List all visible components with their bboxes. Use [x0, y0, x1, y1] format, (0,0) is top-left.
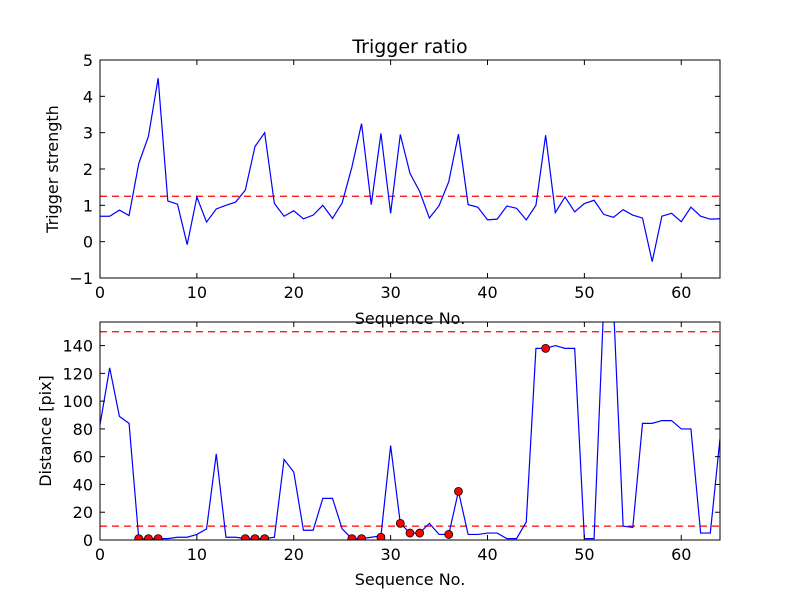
- bottom-data-marker: [376, 532, 386, 540]
- bottom-series-line: [100, 322, 720, 540]
- bottom-y-tick-label: 100: [62, 392, 93, 411]
- top-y-tick-label: 4: [83, 87, 93, 106]
- bottom-plot: 0 10 20 30 40 50 60 0 20 40 60 80 100 120 140 Sequence…: [36, 321, 721, 589]
- bottom-x-tick-label: 60: [671, 545, 691, 564]
- bottom-data-marker: [260, 534, 270, 540]
- top-x-tick-label: 10: [187, 283, 207, 302]
- top-y-tick-label: 1: [83, 196, 93, 215]
- top-x-tick-label: 20: [284, 283, 304, 302]
- bottom-x-axis-label: Sequence No.: [355, 570, 466, 589]
- bottom-data-marker: [454, 487, 463, 496]
- bottom-data-marker: [240, 534, 250, 540]
- bottom-x-tick-label: 40: [477, 545, 497, 564]
- top-y-tick-label: 0: [83, 233, 93, 252]
- bottom-x-tick-label: 50: [574, 545, 594, 564]
- top-x-tick-label: 50: [574, 283, 594, 302]
- bottom-y-axis-label: Distance [pix]: [36, 375, 55, 487]
- bottom-axes-frame: [99, 321, 721, 541]
- chart-title: Trigger ratio: [351, 36, 467, 58]
- bottom-data-marker: [444, 530, 454, 539]
- top-x-tick-label: 0: [95, 283, 105, 302]
- bottom-data-marker: [357, 534, 366, 540]
- bottom-y-tick-label: 80: [73, 420, 93, 439]
- bottom-y-tick-label: 0: [83, 531, 93, 550]
- bottom-data-marker: [395, 518, 405, 528]
- bottom-data-marker: [415, 528, 425, 538]
- bottom-data-marker: [347, 534, 357, 540]
- bottom-y-tick-label: 140: [62, 337, 93, 356]
- top-y-tick-label: 2: [83, 160, 93, 179]
- top-y-tick-label: 5: [83, 51, 93, 70]
- top-y-tick-label: 3: [83, 124, 93, 143]
- top-x-tick-label: 40: [477, 283, 497, 302]
- bottom-x-tick-label: 20: [284, 545, 304, 564]
- bottom-data-marker: [144, 534, 153, 540]
- top-x-axis-label: Sequence No.: [355, 309, 466, 328]
- bottom-y-tick-label: 20: [73, 503, 93, 522]
- bottom-data-marker: [250, 534, 260, 540]
- top-y-axis-label: Trigger strength: [43, 105, 62, 234]
- top-y-tick-label: −1: [69, 269, 93, 288]
- bottom-x-tick-label: 0: [95, 545, 105, 564]
- top-series-line: [100, 78, 720, 262]
- bottom-y-tick-label: 120: [62, 364, 93, 383]
- bottom-y-tick-label: 60: [73, 448, 93, 467]
- bottom-data-marker: [541, 343, 551, 353]
- bottom-data-marker: [134, 534, 144, 540]
- bottom-x-tick-label: 10: [187, 545, 207, 564]
- bottom-data-marker: [153, 534, 163, 540]
- bottom-data-marker: [405, 528, 415, 538]
- bottom-x-tick-label: 30: [380, 545, 400, 564]
- bottom-y-tick-label: 40: [73, 475, 93, 494]
- top-x-tick-label: 30: [380, 283, 400, 302]
- top-x-tick-label: 60: [671, 283, 691, 302]
- top-axes-frame: [99, 59, 721, 279]
